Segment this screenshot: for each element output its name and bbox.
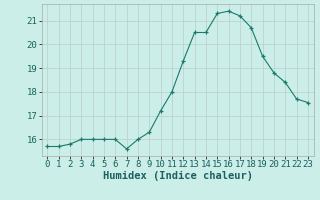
- X-axis label: Humidex (Indice chaleur): Humidex (Indice chaleur): [103, 171, 252, 181]
